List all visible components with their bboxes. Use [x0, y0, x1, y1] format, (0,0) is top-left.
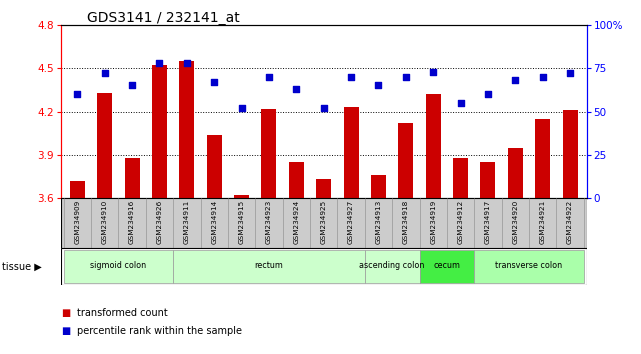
Text: GSM234922: GSM234922 — [567, 200, 573, 244]
Point — [401, 74, 411, 80]
Text: cecum: cecum — [433, 261, 460, 270]
Point — [565, 70, 575, 76]
Text: ■: ■ — [61, 308, 70, 318]
Text: ascending colon: ascending colon — [360, 261, 425, 270]
Text: GDS3141 / 232141_at: GDS3141 / 232141_at — [87, 11, 239, 25]
Bar — [474, 250, 584, 283]
Text: percentile rank within the sample: percentile rank within the sample — [77, 326, 242, 336]
Bar — [371, 175, 386, 198]
Text: GSM234916: GSM234916 — [129, 200, 135, 244]
Text: GSM234918: GSM234918 — [403, 200, 409, 244]
Text: GSM234924: GSM234924 — [294, 200, 299, 244]
Bar — [289, 162, 304, 198]
Bar — [316, 179, 331, 198]
Text: transverse colon: transverse colon — [495, 261, 563, 270]
Text: GSM234913: GSM234913 — [376, 200, 381, 244]
Bar — [152, 65, 167, 198]
Bar — [179, 61, 194, 198]
Bar — [398, 123, 413, 198]
Bar — [97, 93, 112, 198]
Text: GSM234912: GSM234912 — [458, 200, 463, 244]
Bar — [508, 148, 523, 198]
Point — [72, 91, 83, 97]
Text: GSM234920: GSM234920 — [512, 200, 519, 244]
Text: GSM234909: GSM234909 — [74, 200, 80, 244]
Bar — [419, 250, 474, 283]
Text: GSM234914: GSM234914 — [211, 200, 217, 244]
Bar — [173, 250, 365, 283]
Point — [154, 60, 165, 66]
Bar — [124, 158, 140, 198]
Text: GSM234926: GSM234926 — [156, 200, 162, 244]
Bar — [70, 181, 85, 198]
Bar — [453, 158, 468, 198]
Point — [99, 70, 110, 76]
Text: GSM234925: GSM234925 — [320, 200, 327, 244]
Point — [346, 74, 356, 80]
Point — [483, 91, 493, 97]
Bar — [234, 195, 249, 198]
Text: GSM234910: GSM234910 — [102, 200, 108, 244]
Bar — [365, 250, 419, 283]
Bar — [344, 107, 358, 198]
Bar — [61, 198, 587, 248]
Bar — [61, 248, 587, 285]
Bar — [426, 94, 441, 198]
Bar — [481, 162, 495, 198]
Point — [127, 82, 137, 88]
Bar — [563, 110, 578, 198]
Text: sigmoid colon: sigmoid colon — [90, 261, 146, 270]
Text: tissue ▶: tissue ▶ — [2, 261, 42, 272]
Bar — [63, 250, 173, 283]
Point — [456, 100, 466, 105]
Point — [264, 74, 274, 80]
Text: GSM234915: GSM234915 — [238, 200, 245, 244]
Point — [510, 78, 520, 83]
Text: GSM234927: GSM234927 — [348, 200, 354, 244]
Point — [237, 105, 247, 111]
Bar — [535, 119, 550, 198]
Text: GSM234911: GSM234911 — [184, 200, 190, 244]
Text: transformed count: transformed count — [77, 308, 168, 318]
Text: GSM234917: GSM234917 — [485, 200, 491, 244]
Text: rectum: rectum — [254, 261, 283, 270]
Text: GSM234921: GSM234921 — [540, 200, 545, 244]
Bar — [206, 135, 222, 198]
Point — [209, 79, 219, 85]
Point — [319, 105, 329, 111]
Text: ■: ■ — [61, 326, 70, 336]
Text: GSM234919: GSM234919 — [430, 200, 437, 244]
Point — [428, 69, 438, 74]
Point — [291, 86, 301, 92]
Point — [538, 74, 548, 80]
Text: GSM234923: GSM234923 — [266, 200, 272, 244]
Point — [373, 82, 383, 88]
Point — [181, 60, 192, 66]
Bar — [262, 109, 276, 198]
